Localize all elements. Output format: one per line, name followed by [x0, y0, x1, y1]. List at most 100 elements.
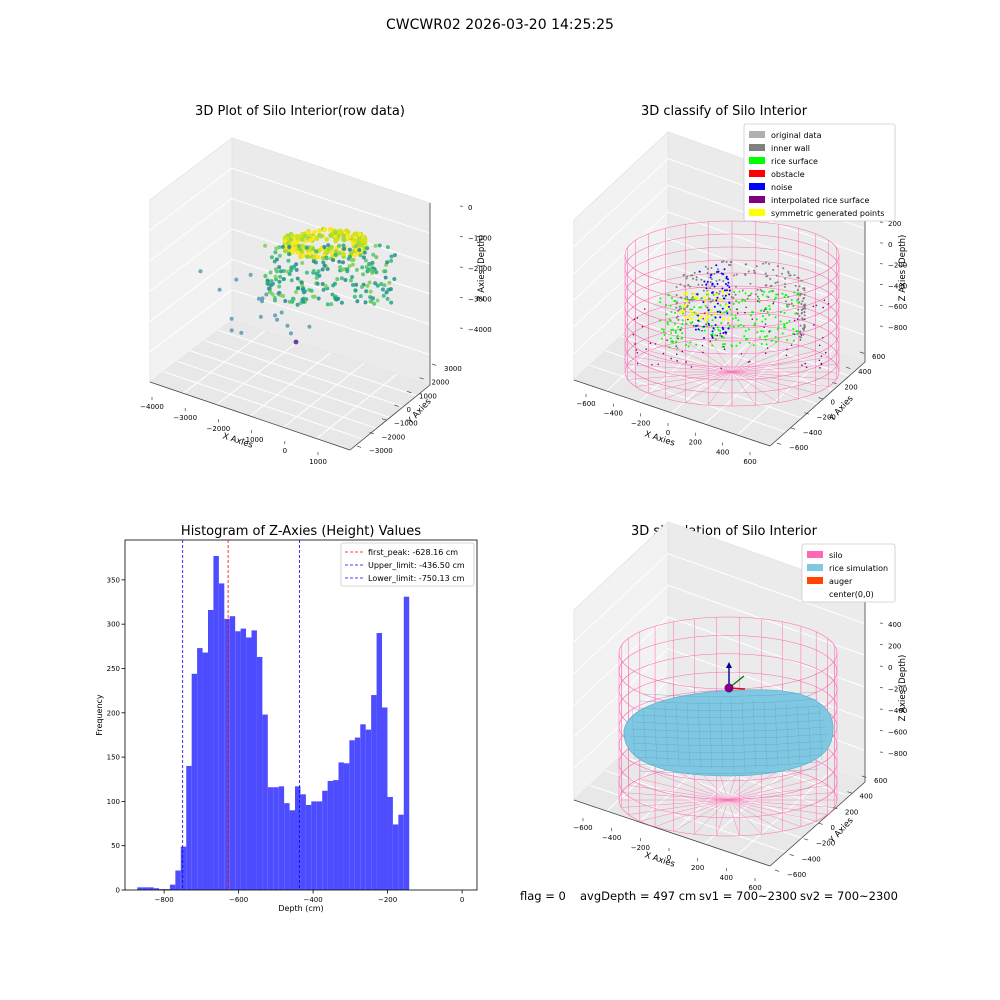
inner-wall-point — [790, 302, 793, 305]
raw-point — [296, 234, 302, 240]
raw-point — [281, 269, 286, 274]
raw-point — [333, 252, 338, 257]
raw-point — [354, 282, 359, 287]
x-tick-label: −200 — [378, 896, 397, 904]
inner-wall-point — [689, 274, 692, 277]
raw-point — [350, 274, 355, 279]
inner-wall-point — [789, 274, 792, 277]
rice-surface-point — [717, 328, 720, 331]
symmetric-point — [685, 299, 688, 303]
silo-base-spoke — [731, 371, 837, 380]
x-axis-tick-label: 0 — [283, 447, 287, 455]
rice-mesh-line — [719, 699, 724, 771]
interpolated-point — [821, 336, 824, 339]
symmetric-point — [690, 317, 694, 321]
rice-surface-point — [662, 328, 665, 331]
noise-point — [706, 280, 709, 283]
symmetric-point — [693, 295, 697, 299]
noise-point — [726, 278, 729, 281]
classify-legend-swatch — [749, 183, 765, 190]
interpolated-point — [764, 323, 767, 325]
inner-wall-point — [679, 283, 682, 286]
raw-point — [311, 259, 316, 264]
raw-point — [348, 250, 354, 256]
histogram-bar — [262, 714, 268, 890]
rice-surface-point — [755, 318, 758, 321]
raw-point — [273, 298, 278, 303]
raw-point — [311, 268, 316, 273]
rice-surface-point — [712, 293, 715, 296]
raw-point — [341, 233, 347, 239]
rice-surface-point — [676, 346, 679, 349]
raw-point — [295, 250, 301, 255]
rice-surface-point — [668, 346, 671, 349]
rice-surface-point — [681, 323, 684, 326]
inner-wall-point — [803, 287, 806, 290]
rice-surface-point — [711, 319, 714, 322]
rice-mesh-line — [818, 707, 823, 761]
raw-point — [294, 267, 299, 272]
x-axis-label: X Axies — [643, 850, 676, 869]
inner-wall-point — [799, 330, 802, 333]
y-axis-tick-mark — [431, 363, 437, 366]
rice-surface-point — [743, 335, 746, 338]
rice-surface-point — [783, 324, 786, 327]
histogram-bar — [235, 631, 241, 890]
raw-point — [326, 243, 331, 248]
x-axis-tick-label: 200 — [689, 439, 702, 447]
inner-wall-point — [733, 274, 736, 277]
raw-point — [270, 292, 275, 297]
inner-wall-point — [747, 294, 750, 297]
rice-surface-point — [659, 297, 662, 300]
silo-base-spoke — [639, 778, 729, 801]
noise-point — [717, 270, 720, 273]
z-axis-tick-label: 200 — [888, 643, 901, 651]
rice-surface-point — [792, 339, 795, 342]
rice-surface-point — [705, 325, 708, 328]
raw-point — [301, 290, 306, 295]
raw-point — [314, 236, 320, 242]
symmetric-point — [725, 303, 729, 307]
raw-point — [324, 256, 329, 261]
rice-surface-point — [742, 325, 745, 328]
silo-base-spoke — [731, 350, 816, 373]
inner-wall-point — [729, 260, 732, 263]
silo-base-spoke — [673, 768, 729, 801]
y-axis-tick-label: −2000 — [382, 433, 406, 441]
inner-wall-point — [756, 295, 759, 298]
rice-surface-point — [720, 322, 723, 325]
interpolated-point — [701, 344, 704, 347]
raw-point — [273, 250, 278, 255]
interpolated-point — [636, 362, 639, 365]
raw-point — [337, 228, 343, 234]
rice-surface-point — [761, 315, 764, 318]
y-axis-tick-mark — [818, 397, 823, 400]
raw-point — [347, 264, 352, 269]
simulation-legend-label: silo — [829, 551, 843, 560]
inner-wall-point — [710, 278, 713, 281]
x-tick-label: −400 — [303, 896, 322, 904]
inner-wall-point — [706, 267, 709, 270]
symmetric-point — [700, 314, 703, 318]
histogram-plot: −800 −600 −400 −200 0 0 50 100 150 200 250 300 350 De… — [95, 539, 478, 913]
rice-surface-point — [766, 311, 769, 314]
inner-wall-point — [701, 283, 704, 286]
raw-point — [360, 265, 365, 270]
noise-point — [694, 328, 697, 331]
rice-surface-point — [794, 312, 797, 315]
interpolated-point — [651, 363, 653, 366]
rice-surface-point — [737, 301, 740, 304]
silo-base-spoke — [635, 357, 733, 373]
raw-point — [281, 277, 286, 282]
rice-mesh-line — [639, 698, 819, 704]
rice-surface-point — [710, 325, 713, 328]
symmetric-point — [703, 296, 707, 299]
interpolated-point — [662, 352, 665, 355]
raw-point — [274, 246, 279, 251]
histogram-bar — [186, 765, 192, 890]
z-axis-tick-label: −800 — [888, 324, 907, 332]
rice-surface-point — [700, 296, 703, 299]
z-axis-tick-label: −3000 — [468, 296, 492, 304]
noise-point — [716, 296, 719, 299]
inner-wall-point — [702, 289, 705, 292]
